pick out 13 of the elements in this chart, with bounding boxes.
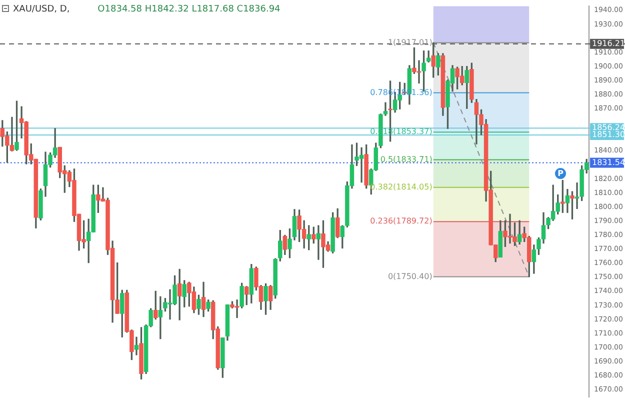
candlestick xyxy=(316,225,321,260)
ref-line-label: 0(1750.40) xyxy=(388,272,432,281)
ref-line-label: 0.236(1789.72) xyxy=(370,216,432,226)
chart-title: XAU/USD, D, xyxy=(13,4,70,14)
annotation: P xyxy=(555,168,566,179)
ref-line-label: 1(1917.01) xyxy=(388,38,432,47)
ref-line-label: 1856.24 xyxy=(592,123,625,132)
ref-line-label: 0.5(1833.71) xyxy=(380,154,432,164)
candlestick xyxy=(177,268,182,320)
ref-line-label: 1831.54 xyxy=(592,158,625,167)
ref-line-label: 1916.21 xyxy=(592,38,625,48)
chart-subtitle: O1834.58 H1842.32 L1817.68 C1836.94 xyxy=(98,4,281,14)
ref-line-label: 1851.30 xyxy=(592,130,625,140)
